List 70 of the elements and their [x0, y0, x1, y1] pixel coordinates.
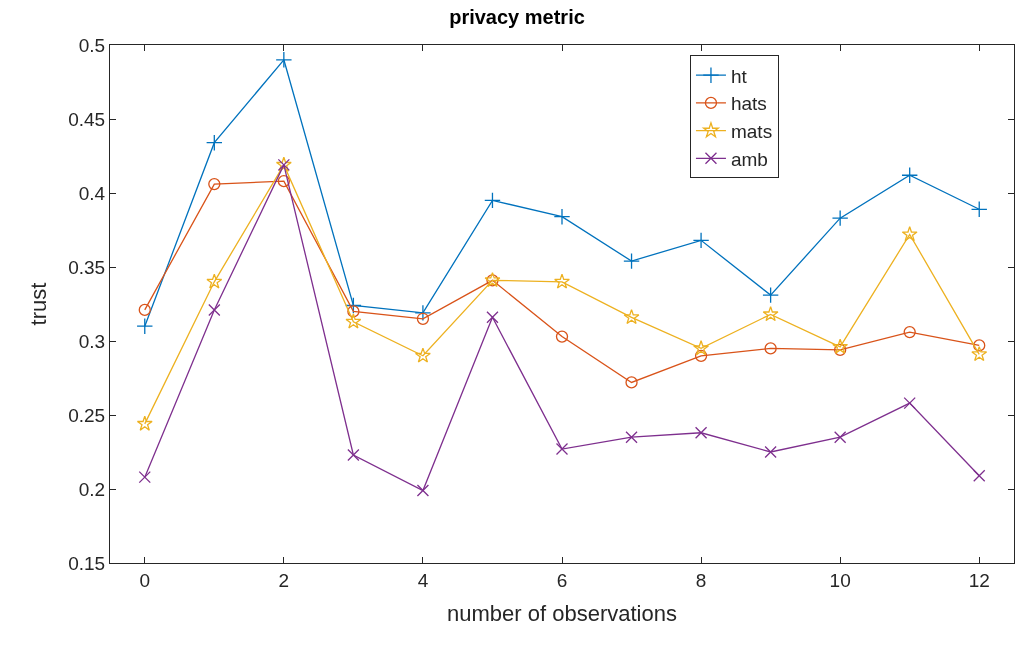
- point: [208, 303, 221, 317]
- point: [692, 232, 710, 249]
- point: [764, 445, 777, 459]
- point: [554, 273, 570, 289]
- point: [486, 311, 499, 324]
- point: [762, 286, 779, 304]
- x-tick-label: 12: [968, 569, 990, 591]
- point: [623, 308, 640, 325]
- y-tick-label: 0.4: [78, 182, 106, 204]
- point: [834, 431, 847, 444]
- point: [625, 376, 638, 389]
- point: [553, 208, 571, 226]
- point: [694, 426, 708, 439]
- point: [831, 209, 849, 227]
- point: [971, 345, 988, 362]
- point: [970, 200, 988, 218]
- legend-label: hats: [730, 93, 767, 115]
- point: [973, 339, 986, 352]
- point: [625, 431, 638, 444]
- point: [136, 317, 154, 335]
- y-tick-label: 0.35: [68, 256, 106, 278]
- point: [138, 303, 151, 317]
- x-tick-label: 6: [556, 569, 568, 591]
- point: [901, 166, 919, 184]
- point: [208, 177, 221, 191]
- point: [138, 471, 151, 484]
- point: [623, 252, 640, 270]
- point: [345, 297, 362, 314]
- point: [973, 469, 986, 482]
- point: [136, 415, 153, 431]
- y-tick-label: 0.15: [68, 552, 106, 574]
- point: [205, 134, 223, 152]
- point: [277, 175, 290, 188]
- point: [903, 397, 916, 410]
- x-tick-label: 8: [695, 569, 707, 591]
- point: [275, 51, 293, 69]
- x-tick-label: 2: [278, 569, 290, 591]
- y-tick-label: 0.2: [78, 478, 106, 500]
- point: [762, 306, 779, 322]
- legend-label: amb: [730, 148, 768, 170]
- point: [764, 342, 777, 355]
- point: [555, 330, 569, 343]
- point: [484, 192, 501, 209]
- point: [555, 442, 569, 456]
- point: [693, 340, 710, 356]
- y-tick-label: 0.3: [78, 330, 106, 352]
- point: [206, 273, 223, 289]
- chart-title: privacy metric: [449, 5, 585, 28]
- x-tick-label: 4: [417, 569, 429, 591]
- point: [694, 349, 708, 362]
- point: [832, 338, 849, 354]
- point: [345, 313, 362, 329]
- legend-label: ht: [730, 65, 748, 87]
- x-tick-label: 10: [829, 569, 851, 591]
- point: [901, 226, 918, 242]
- y-tick-label: 0.45: [68, 108, 106, 130]
- point: [834, 343, 847, 357]
- legend-label: mats: [730, 121, 773, 143]
- point: [414, 304, 432, 322]
- x-tick-label: 0: [139, 569, 151, 591]
- y-axis-title: trust: [26, 282, 52, 326]
- point: [347, 305, 360, 318]
- point: [414, 347, 431, 363]
- y-tick-label: 0.5: [78, 34, 106, 56]
- x-axis-title: number of observations: [447, 600, 677, 626]
- point: [416, 484, 430, 497]
- y-tick-label: 0.25: [68, 404, 106, 426]
- point: [416, 312, 430, 325]
- point: [347, 448, 360, 462]
- point: [903, 325, 916, 339]
